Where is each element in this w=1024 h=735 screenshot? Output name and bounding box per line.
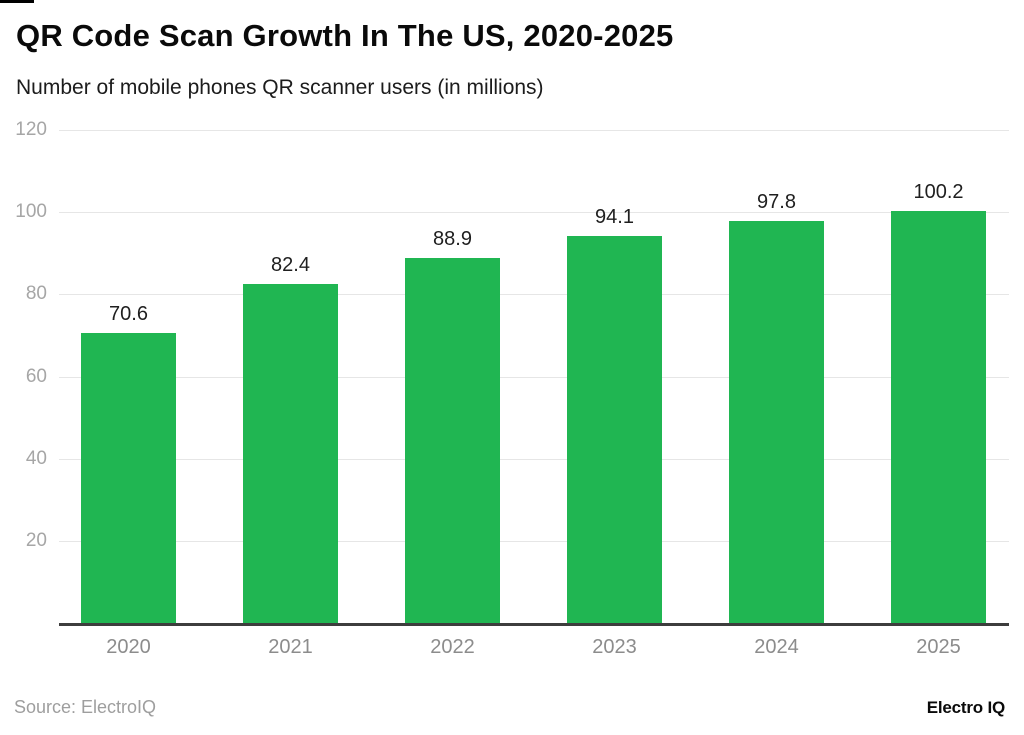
bar-value-label-2024: 97.8 (757, 191, 796, 213)
top-left-crop-mark (0, 0, 34, 3)
bar-2021 (243, 284, 338, 623)
chart-title: QR Code Scan Growth In The US, 2020-2025 (16, 18, 674, 53)
y-tick-label-40: 40 (25, 448, 47, 469)
x-tick-label-2020: 2020 (106, 636, 151, 658)
y-tick-label-20: 20 (25, 530, 47, 551)
source-text: Source: ElectroIQ (14, 697, 157, 717)
gridline-20 (59, 541, 1009, 542)
gridline-40 (59, 459, 1009, 460)
x-tick-label-2021: 2021 (268, 636, 313, 658)
plot-area: 20 40 60 80 100 120 70.6 82.4 88.9 94.1 97.8 100.2… (15, 119, 1009, 658)
bar-value-label-2021: 82.4 (271, 254, 310, 276)
brand-logo: Electro IQ (926, 698, 1006, 717)
bar-2022 (405, 258, 500, 623)
x-tick-label-2022: 2022 (430, 636, 475, 658)
chart-subtitle: Number of mobile phones QR scanner users… (16, 76, 544, 99)
x-tick-label-2024: 2024 (754, 636, 799, 658)
y-tick-label-80: 80 (25, 283, 47, 304)
y-tick-label-60: 60 (25, 366, 47, 387)
bar-value-label-2023: 94.1 (595, 206, 634, 228)
gridline-120 (59, 130, 1009, 131)
x-tick-label-2025: 2025 (916, 636, 961, 658)
x-axis-line (59, 623, 1009, 626)
bar-value-label-2025: 100.2 (913, 181, 964, 203)
gridline-60 (59, 377, 1009, 378)
x-tick-label-2023: 2023 (592, 636, 637, 658)
y-tick-label-100: 100 (15, 201, 47, 222)
bar-2020 (81, 333, 176, 623)
bar-2023 (567, 236, 662, 623)
bar-value-label-2022: 88.9 (433, 228, 472, 250)
bar-2024 (729, 221, 824, 623)
gridline-80 (59, 294, 1009, 295)
bar-value-label-2020: 70.6 (109, 303, 148, 325)
bar-2025 (891, 211, 986, 623)
y-tick-label-120: 120 (15, 119, 47, 140)
gridline-100 (59, 212, 1009, 213)
